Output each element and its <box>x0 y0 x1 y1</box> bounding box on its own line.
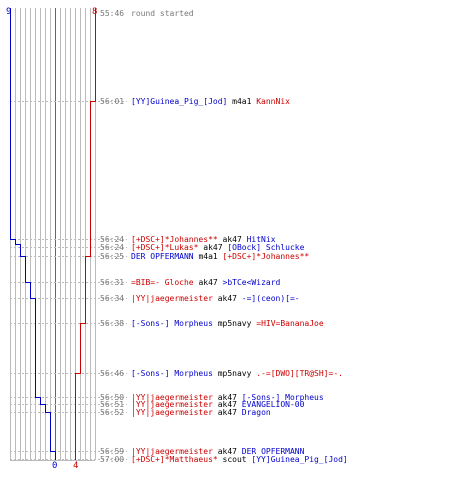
event-text-part: ak47 <box>213 408 242 417</box>
event-text-part: EVANGELION-00 <box>242 400 305 409</box>
event-text-part: [+DSC+]*Johannes** <box>223 252 310 261</box>
event-text-part: [+DSC+]*Matthaeus* <box>131 455 218 464</box>
red-team-alive-line <box>75 8 96 460</box>
event-text-part: |YY|jaegermeister <box>131 294 213 303</box>
event-text-part: |YY|jaegermeister <box>131 400 213 409</box>
event-text-part: =HIV=BananaJoe <box>256 319 324 328</box>
event-text-part: |YY|jaegermeister <box>131 408 213 417</box>
event-text-part: ak47 <box>213 447 242 456</box>
event-text-part: ak47 <box>213 393 242 402</box>
event-text-part: scout <box>218 455 252 464</box>
red-end-count: 4 <box>73 461 78 471</box>
event-text: |YY|jaegermeister ak47 [-Sons-] Morpheus <box>131 393 324 402</box>
event-text-part: mp5navy <box>213 369 256 378</box>
event-text: DER OPFERMANN m4a1 [+DSC+]*Johannes** <box>131 252 309 261</box>
blue-end-count: 0 <box>52 461 57 471</box>
event-time: 56:46 <box>100 369 124 378</box>
event-text-part: [YY]Guinea_Pig_[Jod] <box>251 455 347 464</box>
event-text-part: >bTCe<Wizard <box>223 278 281 287</box>
event-text-part: |YY|jaegermeister <box>131 447 213 456</box>
event-text: [+DSC+]*Matthaeus* scout [YY]Guinea_Pig_… <box>131 455 348 464</box>
event-text: |YY|jaegermeister ak47 EVANGELION-00 <box>131 400 305 409</box>
event-log: 55:46 round started 56:01 [YY]Guinea_Pig_[J… <box>100 9 348 464</box>
event-text-part: mp5navy <box>213 319 256 328</box>
event-text: |YY|jaegermeister ak47 -=](ceon)[=- <box>131 294 300 303</box>
red-start-count: 8 <box>92 7 97 17</box>
timeline-grid <box>10 8 96 461</box>
event-text-part: [-Sons-] Morpheus <box>131 369 213 378</box>
event-time: 56:51 <box>100 400 124 409</box>
event-time: 56:24 <box>100 235 124 244</box>
event-time: 56:59 <box>100 447 124 456</box>
event-text: |YY|jaegermeister ak47 DER OPFERMANN <box>131 447 305 456</box>
event-time: 56:34 <box>100 294 124 303</box>
event-time: 56:25 <box>100 252 124 261</box>
event-text-part: HitNix <box>247 235 276 244</box>
event-text-part: [+DSC+]*Johannes** <box>131 235 218 244</box>
event-text-part: ak47 <box>213 294 242 303</box>
event-text-part: ak47 <box>218 235 247 244</box>
event-time: 55:46 <box>100 9 124 18</box>
event-time: 56:52 <box>100 408 124 417</box>
event-text: |YY|jaegermeister ak47 Dragon <box>131 408 271 417</box>
event-text-part: round started <box>131 9 194 18</box>
event-text-part: DER OPFERMANN <box>242 447 305 456</box>
event-text-part: |YY|jaegermeister <box>131 393 213 402</box>
event-text: =BIB=- Gloche ak47 >bTCe<Wizard <box>131 278 281 287</box>
event-time: 56:24 <box>100 243 124 252</box>
event-text-part: ak47 <box>213 400 242 409</box>
event-text-part: =BIB=- Gloche <box>131 278 194 287</box>
event-text-part: m4a1 <box>227 97 256 106</box>
event-text-part: KannNix <box>256 97 290 106</box>
event-time: 56:01 <box>100 97 124 106</box>
event-text: [-Sons-] Morpheus mp5navy =HIV=BananaJoe <box>131 319 324 328</box>
event-text-part: [-Sons-] Morpheus <box>131 319 213 328</box>
event-time: 56:38 <box>100 319 124 328</box>
event-text-part: [YY]Guinea_Pig_[Jod] <box>131 97 227 106</box>
event-text-part: [-Sons-] Morpheus <box>242 393 324 402</box>
event-text-part: .-=[DWO][TR@SH]=-. <box>256 369 343 378</box>
event-text: [-Sons-] Morpheus mp5navy .-=[DWO][TR@SH… <box>131 369 343 378</box>
event-time: 56:50 <box>100 393 124 402</box>
event-text: [+DSC+]*Lukas* ak47 [OBock] Schlucke <box>131 243 305 252</box>
event-text: round started <box>131 9 194 18</box>
event-time: 56:31 <box>100 278 124 287</box>
event-text: [+DSC+]*Johannes** ak47 HitNix <box>131 235 276 244</box>
event-text: [YY]Guinea_Pig_[Jod] m4a1 KannNix <box>131 97 290 106</box>
event-text-part: m4a1 <box>194 252 223 261</box>
event-text-part: ak47 <box>198 243 227 252</box>
event-text-part: ak47 <box>194 278 223 287</box>
event-text-part: [OBock] Schlucke <box>227 243 304 252</box>
event-text-part: Dragon <box>242 408 271 417</box>
event-time: 57:00 <box>100 455 124 464</box>
event-text-part: DER OPFERMANN <box>131 252 194 261</box>
event-connector-lines <box>10 101 127 460</box>
blue-team-alive-line <box>10 8 56 460</box>
event-text-part: [+DSC+]*Lukas* <box>131 243 199 252</box>
blue-start-count: 9 <box>6 7 11 17</box>
event-text-part: -=](ceon)[=- <box>242 294 300 303</box>
